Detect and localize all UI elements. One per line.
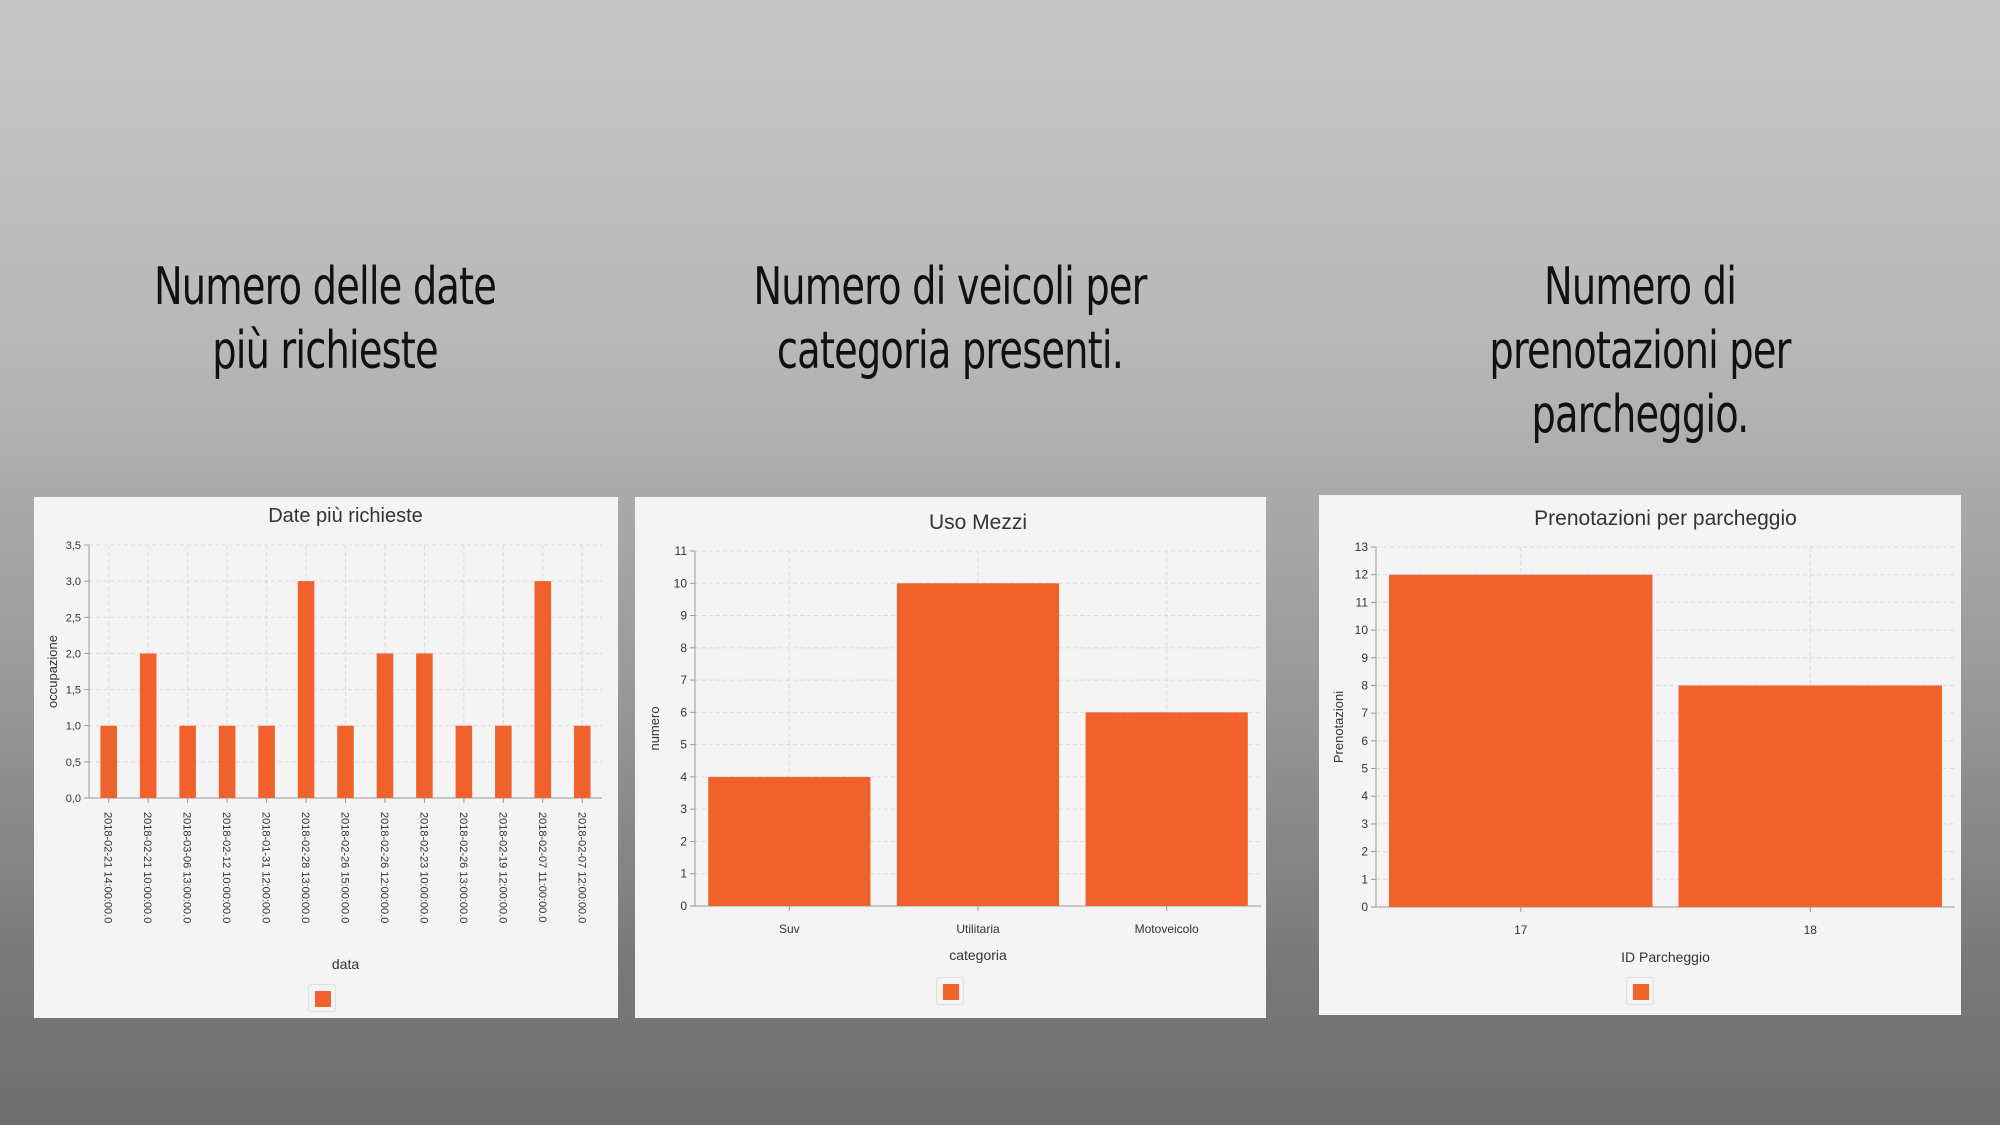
bar <box>218 725 236 798</box>
x-tick-label: Utilitaria <box>956 922 1000 936</box>
x-tick-label: 2018-02-28 13:00:00.0 <box>299 812 311 923</box>
x-tick-label: 2018-02-26 13:00:00.0 <box>457 812 469 923</box>
y-tick-label: 7 <box>1361 706 1368 720</box>
chart-vehicles-svg: Uso Mezzi 0 1 2 3 4 5 6 7 8 9 10 11 Suv Utilitaria Moto… <box>647 511 1261 963</box>
bar <box>179 725 196 798</box>
y-tick-label: 4 <box>1361 789 1368 803</box>
chart-dates-svg: Date più richieste 0,0 0,5 1,0 1,5 2,0 2,5 3,0 3… <box>45 505 602 972</box>
y-tick-label: 0 <box>1361 900 1368 914</box>
x-tick-label: 2018-02-07 12:00:00.0 <box>575 812 587 923</box>
bar <box>1678 685 1942 907</box>
chart-title: Prenotazioni per parcheggio <box>1534 507 1797 530</box>
bar <box>573 725 591 798</box>
bar <box>455 725 473 798</box>
y-tick-label: 2,5 <box>66 612 81 624</box>
y-tick-label: 0,5 <box>66 757 81 769</box>
x-tick-label: 2018-02-21 10:00:00.0 <box>141 812 153 923</box>
x-tick-label: Suv <box>779 922 800 936</box>
y-tick-label: 9 <box>680 609 687 623</box>
x-tick-label: 2018-02-19 12:00:00.0 <box>496 812 508 923</box>
y-tick-label: 1 <box>680 867 687 881</box>
y-tick-label: 10 <box>674 576 688 590</box>
chart-title: Date più richieste <box>268 505 423 527</box>
y-tick-label: 6 <box>1361 734 1368 748</box>
slide-title-1: Numero delle date più richieste <box>124 255 526 383</box>
y-tick-label: 11 <box>675 544 688 558</box>
x-tick-label: 17 <box>1514 923 1528 937</box>
y-tick-label: 1,0 <box>66 721 81 733</box>
bar <box>297 581 315 798</box>
bar <box>258 725 275 798</box>
slide-title-1-text: Numero delle date più richieste <box>153 257 497 381</box>
y-tick-label: 7 <box>680 673 687 687</box>
y-tick-label: 1 <box>1361 872 1368 886</box>
slide-title-2-text: Numero di veicoli per categoria presenti… <box>753 257 1147 381</box>
slide-title-3-text: Numero di prenotazioni per parcheggio. <box>1489 257 1791 445</box>
x-tick-label: Motoveicolo <box>1135 922 1199 936</box>
y-tick-label: 0,0 <box>66 793 81 805</box>
bar <box>416 653 433 798</box>
slide-title-3: Numero di prenotazioni per parcheggio. <box>1439 255 1841 447</box>
bar <box>896 583 1060 906</box>
chart-title: Uso Mezzi <box>929 511 1027 534</box>
x-tick-label: 2018-02-07 11:00:00.0 <box>536 812 548 923</box>
chart-panel-dates: Date più richieste 0,0 0,5 1,0 1,5 2,0 2,5 3,0 3… <box>34 497 618 1018</box>
y-tick-label: 9 <box>1361 651 1368 665</box>
legend-symbol[interactable] <box>1626 977 1654 1005</box>
y-tick-label: 3,5 <box>66 540 81 552</box>
x-axis-label: ID Parcheggio <box>1621 949 1710 965</box>
x-tick-label: 2018-02-12 10:00:00.0 <box>220 812 232 923</box>
y-tick-label: 5 <box>680 738 687 752</box>
chart-panel-vehicles: Uso Mezzi 0 1 2 3 4 5 6 7 8 9 10 11 Suv Utilitaria Moto… <box>635 497 1266 1018</box>
bar <box>1085 712 1248 906</box>
y-tick-label: 4 <box>680 770 687 784</box>
y-tick-label: 5 <box>1361 762 1368 776</box>
y-tick-label: 2 <box>1361 845 1368 859</box>
bar <box>534 581 552 798</box>
y-axis-label: numero <box>647 706 662 750</box>
chart-parking-svg: Prenotazioni per parcheggio0123456789101… <box>1331 507 1955 965</box>
y-tick-label: 1,5 <box>66 685 81 697</box>
x-axis-label: categoria <box>949 947 1007 963</box>
y-tick-label: 2,0 <box>66 648 81 660</box>
x-tick-label: 2018-01-31 12:00:00.0 <box>260 812 272 923</box>
x-axis-label: data <box>332 956 359 972</box>
bar <box>139 653 157 798</box>
chart-panel-parking: Prenotazioni per parcheggio 0 1 2 3 4 5 6 7 8 9 10 1… <box>1319 495 1961 1015</box>
y-tick-label: 3,0 <box>66 576 81 588</box>
y-axis-label: Prenotazioni <box>1331 691 1346 763</box>
x-tick-label: 2018-02-26 12:00:00.0 <box>378 812 390 923</box>
y-tick-label: 13 <box>1355 540 1369 554</box>
legend-symbol[interactable] <box>308 984 336 1012</box>
bar <box>376 653 394 798</box>
y-tick-label: 10 <box>1355 623 1369 637</box>
x-tick-label: 2018-02-26 15:00:00.0 <box>339 812 351 923</box>
bar <box>337 725 354 798</box>
bar <box>1389 574 1653 907</box>
x-tick-label: 2018-02-23 10:00:00.0 <box>417 812 429 923</box>
x-tick-label: 2018-03-06 13:00:00.0 <box>181 812 193 923</box>
x-tick-label: 2018-02-21 14:00:00.0 <box>102 812 114 923</box>
slide-title-2: Numero di veicoli per categoria presenti… <box>749 255 1151 383</box>
y-tick-label: 3 <box>680 802 687 816</box>
bar <box>495 725 512 798</box>
x-tick-label: 18 <box>1804 923 1818 937</box>
bar <box>708 776 871 906</box>
y-tick-label: 6 <box>680 705 687 719</box>
y-tick-label: 2 <box>680 834 687 848</box>
bar <box>100 725 118 798</box>
y-tick-label: 0 <box>680 899 687 913</box>
y-tick-label: 8 <box>1361 678 1368 692</box>
y-axis-label: occupazione <box>45 635 60 708</box>
legend-symbol[interactable] <box>936 977 964 1005</box>
y-tick-label: 11 <box>1356 595 1369 609</box>
y-tick-label: 12 <box>1355 568 1369 582</box>
y-tick-label: 3 <box>1361 817 1368 831</box>
y-tick-label: 8 <box>680 641 687 655</box>
